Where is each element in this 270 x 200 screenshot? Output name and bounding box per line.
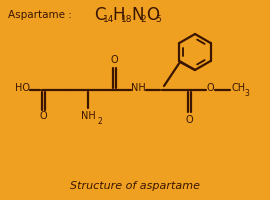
Text: 18: 18 xyxy=(121,16,133,24)
Text: O: O xyxy=(185,115,193,125)
Text: O: O xyxy=(146,6,159,24)
Text: H: H xyxy=(112,6,124,24)
Text: O: O xyxy=(110,55,118,65)
Text: CH: CH xyxy=(232,83,246,93)
Text: NH: NH xyxy=(131,83,145,93)
Text: Aspartame :: Aspartame : xyxy=(8,10,75,20)
Text: 2: 2 xyxy=(140,16,146,24)
Text: 3: 3 xyxy=(244,88,249,98)
Text: Structure of aspartame: Structure of aspartame xyxy=(70,181,200,191)
Text: 14: 14 xyxy=(103,16,114,24)
Text: C: C xyxy=(94,6,106,24)
Text: O: O xyxy=(39,111,47,121)
Text: NH: NH xyxy=(81,111,95,121)
Text: N: N xyxy=(131,6,143,24)
Text: 2: 2 xyxy=(97,116,102,126)
Text: HO: HO xyxy=(15,83,29,93)
Text: O: O xyxy=(206,83,214,93)
Text: 5: 5 xyxy=(155,16,161,24)
